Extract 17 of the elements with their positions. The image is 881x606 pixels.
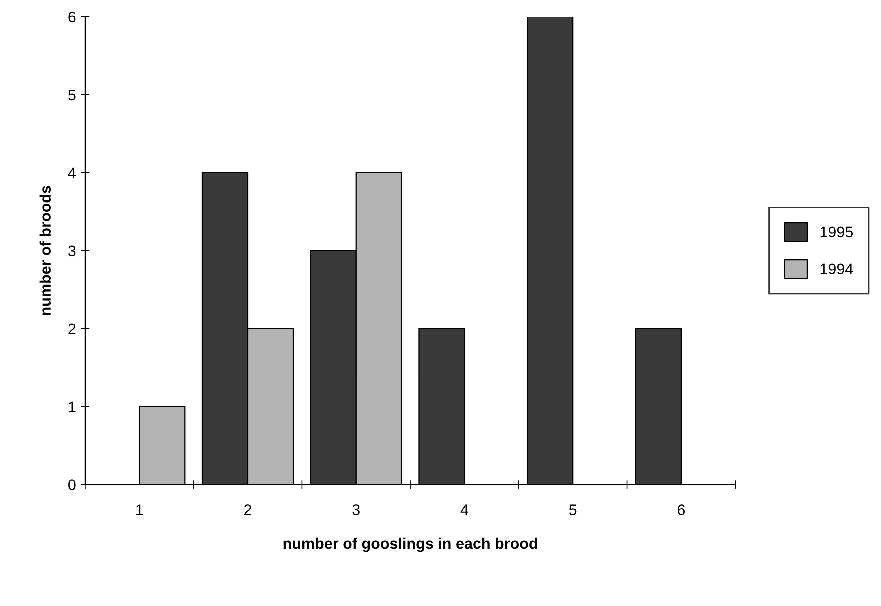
legend-label: 1995 bbox=[820, 226, 854, 238]
y-tick-label: 0 bbox=[68, 480, 76, 490]
y-tick-label: 1 bbox=[69, 402, 76, 412]
x-axis-title: number of gooslings in each brood bbox=[284, 538, 538, 552]
x-tick-label: 6 bbox=[678, 504, 686, 516]
x-tick-label: 3 bbox=[352, 504, 360, 516]
y-axis-title: number of broods bbox=[40, 186, 52, 316]
y-tick-label: 2 bbox=[68, 324, 76, 334]
x-tick-label: 5 bbox=[569, 504, 577, 516]
y-tick-label: 5 bbox=[68, 90, 76, 101]
x-tick-label: 2 bbox=[244, 504, 252, 516]
y-tick-label: 4 bbox=[68, 168, 76, 178]
x-tick-label: 1 bbox=[136, 504, 144, 516]
x-tick-label: 4 bbox=[460, 504, 469, 516]
y-tick-label: 3 bbox=[68, 246, 76, 257]
legend-label: 1994 bbox=[820, 264, 854, 275]
y-tick-label: 6 bbox=[68, 12, 76, 23]
